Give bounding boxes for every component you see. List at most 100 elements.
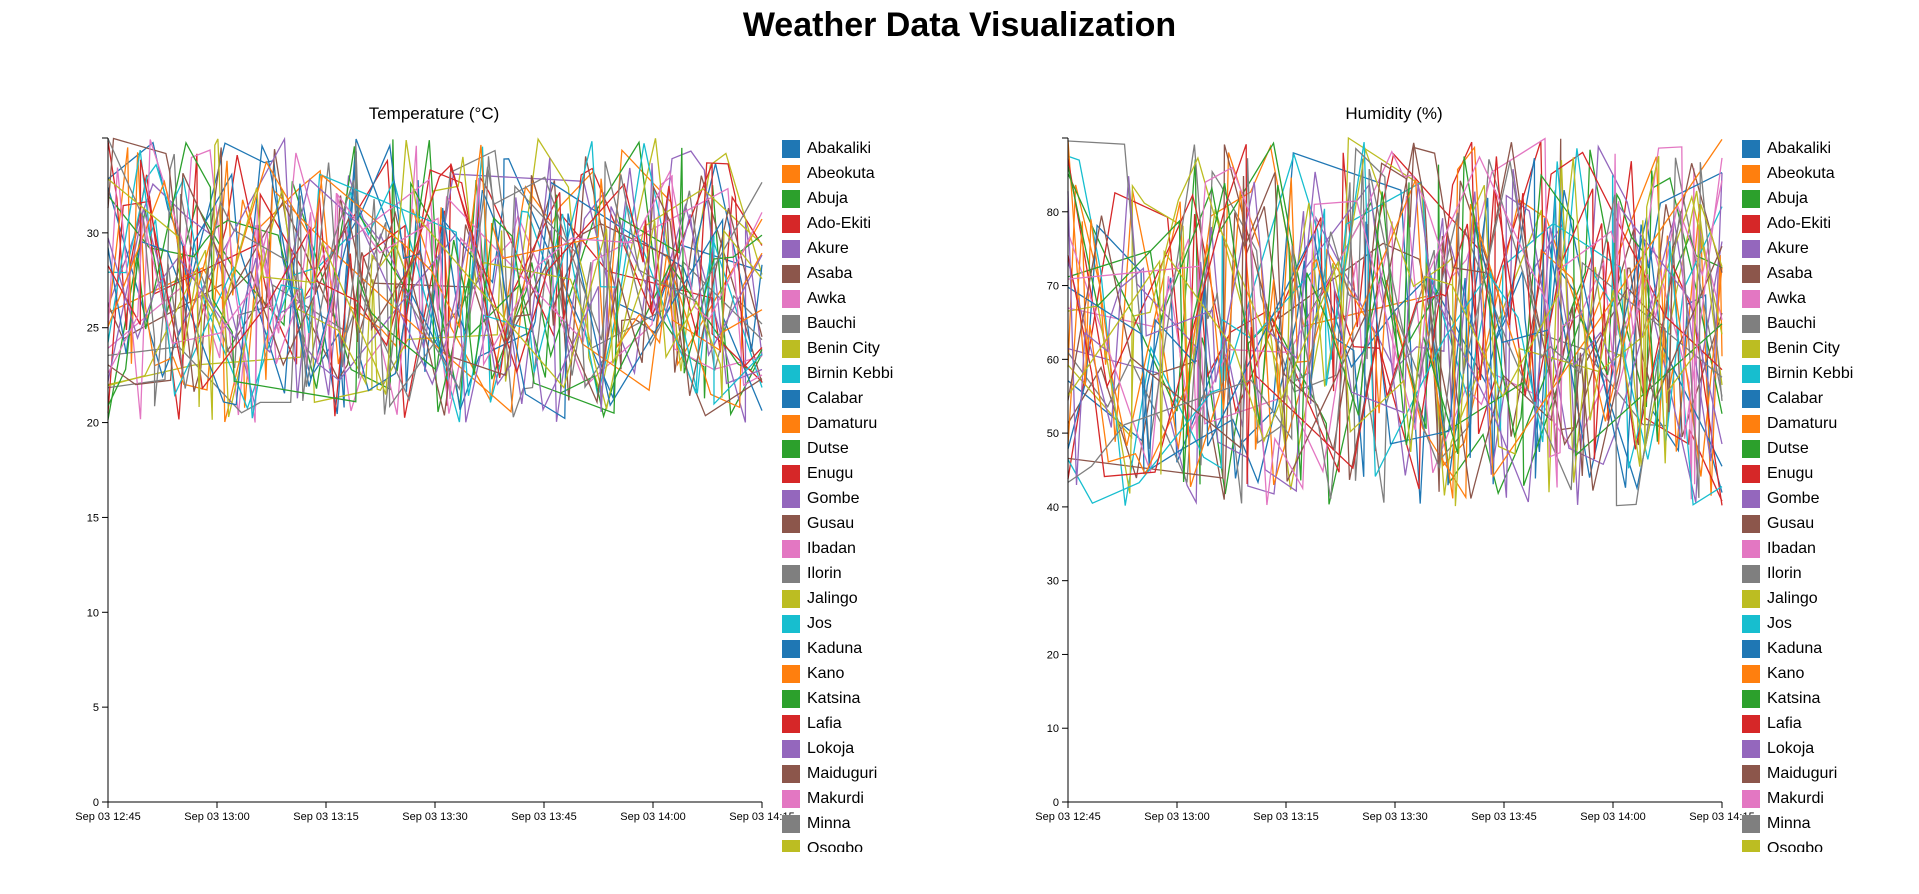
legend-swatch: [1742, 839, 1760, 852]
legend-label: Kano: [1767, 664, 1805, 682]
humidity-chart-panel: Humidity (%) 0 10 20 30 40 50 60 70 80 Sep 03 12:…: [960, 0, 1919, 894]
x-tick-label: Sep 03 13:00: [184, 811, 249, 823]
legend-item: Abakaliki: [782, 136, 952, 161]
legend-swatch: [782, 814, 800, 833]
series-line-osogbo: [1067, 156, 1723, 475]
x-tick-label: Sep 03 12:45: [1035, 811, 1100, 823]
y-tick-label: 30: [87, 228, 99, 240]
legend-item: Maiduguri: [782, 761, 952, 786]
series-line-maiduguri: [1067, 142, 1723, 491]
legend-swatch: [1742, 589, 1760, 608]
legend-swatch: [782, 739, 800, 758]
axes: 0 10 20 30 40 50 60 70 80 Sep 03 12:45 Sep 03 13:0…: [1035, 137, 1755, 823]
legend-swatch: [782, 564, 800, 583]
legend-swatch: [1742, 314, 1760, 333]
y-tick-label: 70: [1047, 281, 1059, 293]
legend-item: Kaduna: [782, 636, 952, 661]
y-tick-label: 20: [1047, 649, 1059, 661]
series-line-makurdi: [107, 169, 763, 399]
legend-item: Birnin Kebbi: [782, 361, 952, 386]
legend-item: Asaba: [1742, 261, 1912, 286]
legend-swatch: [782, 639, 800, 658]
legend-label: Asaba: [807, 264, 853, 282]
legend-label: Kaduna: [1767, 639, 1823, 657]
series-line-ilorin: [1067, 140, 1723, 504]
legend-item: Lokoja: [1742, 736, 1912, 761]
legend-item: Lafia: [1742, 711, 1912, 736]
legend-label: Minna: [1767, 814, 1811, 832]
series-line-minna: [1067, 147, 1723, 507]
legend-label: Makurdi: [807, 789, 864, 807]
legend-swatch: [1742, 789, 1760, 808]
series-line-minna: [107, 138, 763, 415]
legend-item: Kano: [1742, 661, 1912, 686]
legend-swatch: [782, 514, 800, 533]
legend-swatch: [782, 389, 800, 408]
legend-swatch: [782, 764, 800, 783]
y-tick-label: 0: [93, 797, 99, 809]
legend-label: Osogbo: [807, 839, 864, 853]
legend-item: Akure: [782, 236, 952, 261]
legend-label: Makurdi: [1767, 789, 1824, 807]
legend-label: Damaturu: [807, 414, 878, 432]
legend-label: Maiduguri: [807, 764, 878, 782]
series-line-katsina: [1067, 156, 1723, 483]
series-line-lokoja: [1067, 171, 1723, 503]
series-line-benin-city: [1067, 136, 1723, 496]
legend-swatch: [782, 189, 800, 208]
legend-swatch: [1742, 339, 1760, 358]
legend-label: Abakaliki: [807, 139, 872, 157]
legend-item: Ilorin: [1742, 561, 1912, 586]
humidity-legend: Abakaliki Abeokuta Abuja Ado-Ekiti Akure Asab…: [1742, 136, 1912, 852]
legend-label: Jos: [1767, 614, 1792, 632]
legend-label: Lafia: [807, 714, 842, 732]
x-tick-label: Sep 03 13:00: [1144, 811, 1209, 823]
legend-label: Kano: [807, 664, 845, 682]
legend-label: Lafia: [1767, 714, 1802, 732]
legend-item: Lafia: [782, 711, 952, 736]
legend-swatch: [1742, 739, 1760, 758]
legend-swatch: [782, 289, 800, 308]
legend-label: Ado-Ekiti: [1767, 214, 1832, 232]
legend-item: Katsina: [1742, 686, 1912, 711]
legend-label: Osogbo: [1767, 839, 1824, 853]
legend-item: Awka: [1742, 286, 1912, 311]
legend-label: Ilorin: [807, 564, 842, 582]
x-tick-label: Sep 03 14:15: [729, 811, 794, 823]
legend-label: Bauchi: [807, 314, 856, 332]
series-line-damaturu: [107, 147, 763, 414]
legend-item: Makurdi: [782, 786, 952, 811]
legend-item: Abakaliki: [1742, 136, 1912, 161]
legend-item: Makurdi: [1742, 786, 1912, 811]
legend-swatch: [782, 214, 800, 233]
legend-item: Abeokuta: [1742, 161, 1912, 186]
x-tick-label: Sep 03 14:00: [620, 811, 685, 823]
legend-item: Osogbo: [1742, 836, 1912, 852]
series-line-abuja: [107, 139, 763, 420]
legend-item: Gusau: [1742, 511, 1912, 536]
legend-label: Ibadan: [807, 539, 856, 557]
legend-item: Enugu: [1742, 461, 1912, 486]
y-tick-label: 60: [1047, 354, 1059, 366]
legend-item: Jos: [782, 611, 952, 636]
legend-swatch: [782, 689, 800, 708]
legend-swatch: [782, 614, 800, 633]
temperature-line-chart: 0 5 10 15 20 25 30 Sep 03 12:45 Sep 03 13:00 Sep …: [75, 136, 795, 823]
legend-swatch: [782, 439, 800, 458]
x-tick-label: Sep 03 12:45: [75, 811, 140, 823]
legend-item: Ibadan: [782, 536, 952, 561]
legend-item: Asaba: [782, 261, 952, 286]
legend-swatch: [1742, 514, 1760, 533]
legend-swatch: [1742, 164, 1760, 183]
legend-item: Ilorin: [782, 561, 952, 586]
chart-title: Humidity (%): [1345, 104, 1443, 123]
legend-label: Enugu: [807, 464, 854, 482]
legend-item: Osogbo: [782, 836, 952, 852]
series-group: [107, 136, 763, 423]
x-tick-label: Sep 03 13:30: [1362, 811, 1427, 823]
legend-label: Katsina: [807, 689, 861, 707]
legend-label: Lokoja: [807, 739, 855, 757]
humidity-line-chart: 0 10 20 30 40 50 60 70 80 Sep 03 12:45 Sep 03 13:0…: [1035, 136, 1755, 823]
legend-swatch: [782, 314, 800, 333]
legend-swatch: [782, 464, 800, 483]
